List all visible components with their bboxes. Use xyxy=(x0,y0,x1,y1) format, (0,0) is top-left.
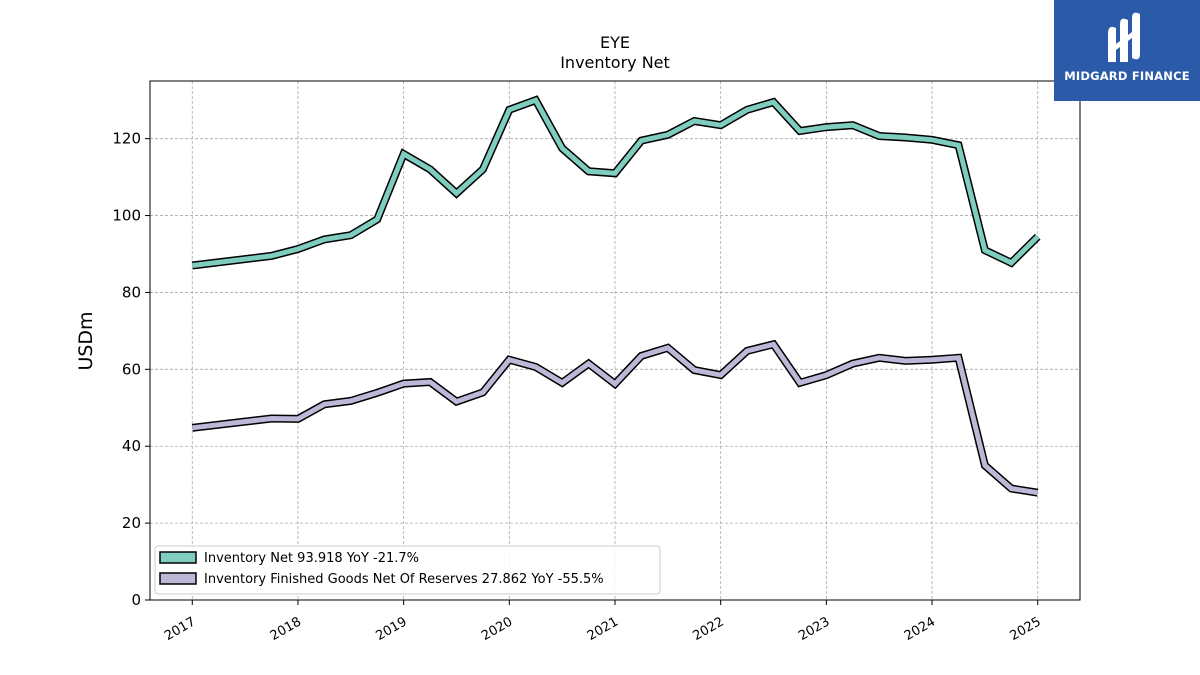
y-tick-label: 120 xyxy=(112,130,141,148)
chart-subtitle: Inventory Net xyxy=(560,53,670,72)
y-tick-label: 80 xyxy=(122,283,141,301)
x-tick-label: 2017 xyxy=(162,614,198,644)
y-tick-label: 60 xyxy=(122,360,141,378)
y-tick-label: 20 xyxy=(122,514,141,532)
series-line-inventory-net xyxy=(191,97,1040,268)
x-tick-label: 2018 xyxy=(268,614,304,644)
chart-title: EYE xyxy=(600,33,630,52)
midgard-logo-icon xyxy=(1108,12,1140,63)
legend-swatch-finished-goods xyxy=(159,572,197,585)
series-line-inventory-finished-goods-net-of-reserves xyxy=(192,341,1039,496)
y-tick-label: 100 xyxy=(112,207,141,225)
y-tick-label: 0 xyxy=(131,591,141,609)
legend-label-finished-goods: Inventory Finished Goods Net Of Reserves… xyxy=(204,572,604,587)
x-tick-label: 2021 xyxy=(585,614,621,644)
x-tick-label: 2025 xyxy=(1008,614,1044,644)
legend-box xyxy=(154,545,661,595)
legend-label-inventory-net: Inventory Net 93.918 YoY -21.7% xyxy=(204,551,419,566)
y-axis-label: USDm xyxy=(75,311,97,370)
x-tick-label: 2024 xyxy=(902,614,938,644)
x-tick-label: 2023 xyxy=(796,614,832,644)
x-tick-label: 2020 xyxy=(479,614,515,644)
legend-swatch-inventory-net xyxy=(159,551,197,564)
x-tick-label: 2022 xyxy=(691,614,727,644)
brand-name: MIDGARD FINANCE xyxy=(1064,69,1190,83)
legend: Inventory Net 93.918 YoY -21.7% Inventor… xyxy=(154,545,661,595)
brand-logo: MIDGARD FINANCE xyxy=(1054,0,1200,101)
y-tick-label: 40 xyxy=(122,437,141,455)
grid xyxy=(150,81,1080,600)
series-lines xyxy=(191,95,1041,497)
x-tick-label: 2019 xyxy=(373,614,409,644)
